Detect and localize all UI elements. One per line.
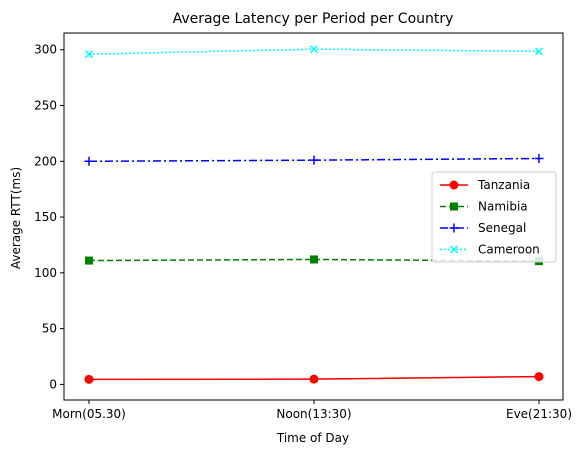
legend-item-tanzania: Tanzania xyxy=(440,178,530,192)
data-point-tanzania xyxy=(309,374,319,384)
series-cameroon xyxy=(84,45,544,59)
y-tick-label: 200 xyxy=(34,154,57,168)
data-point-cameroon xyxy=(84,50,94,59)
legend-marker-namibia xyxy=(450,202,458,211)
y-tick-label: 50 xyxy=(42,322,57,336)
legend-marker-tanzania xyxy=(449,180,459,190)
y-tick-label: 100 xyxy=(34,266,57,280)
y-tick-label: 250 xyxy=(34,99,57,113)
series-senegal xyxy=(84,153,544,166)
legend-frame xyxy=(431,171,557,263)
data-point-senegal xyxy=(534,153,544,163)
legend: Tanzania Namibia Senegal Cameroon xyxy=(431,171,557,263)
y-axis-ticks: 0 50 100 150 200 250 300 xyxy=(34,43,64,391)
y-axis-label: Average RTT(ms) xyxy=(9,167,23,269)
data-point-senegal xyxy=(84,156,94,166)
series-tanzania xyxy=(84,372,544,384)
legend-item-cameroon: Cameroon xyxy=(440,243,540,257)
legend-marker-cameroon xyxy=(449,245,459,254)
legend-marker-senegal xyxy=(449,223,459,233)
legend-label-senegal: Senegal xyxy=(478,221,526,235)
x-axis-label: Time of Day xyxy=(276,431,349,445)
legend-item-namibia: Namibia xyxy=(440,200,528,214)
x-tick-label: Noon(13:30) xyxy=(276,407,351,421)
x-axis-ticks: Morn(05.30) Noon(13:30) Eve(21:30) xyxy=(52,400,572,421)
data-point-senegal xyxy=(309,155,319,165)
chart-title: Average Latency per Period per Country xyxy=(173,11,454,27)
x-tick-label: Morn(05.30) xyxy=(52,407,126,421)
y-tick-label: 300 xyxy=(34,43,57,57)
data-point-cameroon xyxy=(534,47,544,56)
legend-label-namibia: Namibia xyxy=(478,200,528,214)
x-tick-label: Eve(21:30) xyxy=(506,407,572,421)
series-layer xyxy=(84,45,544,384)
legend-item-senegal: Senegal xyxy=(440,221,526,235)
y-tick-label: 0 xyxy=(49,377,57,391)
legend-label-cameroon: Cameroon xyxy=(478,243,540,257)
data-point-namibia xyxy=(85,256,93,265)
data-point-cameroon xyxy=(309,45,319,54)
data-point-tanzania xyxy=(84,374,94,384)
data-point-tanzania xyxy=(534,372,544,382)
y-tick-label: 150 xyxy=(34,210,57,224)
data-point-namibia xyxy=(310,255,318,264)
legend-label-tanzania: Tanzania xyxy=(477,178,530,192)
